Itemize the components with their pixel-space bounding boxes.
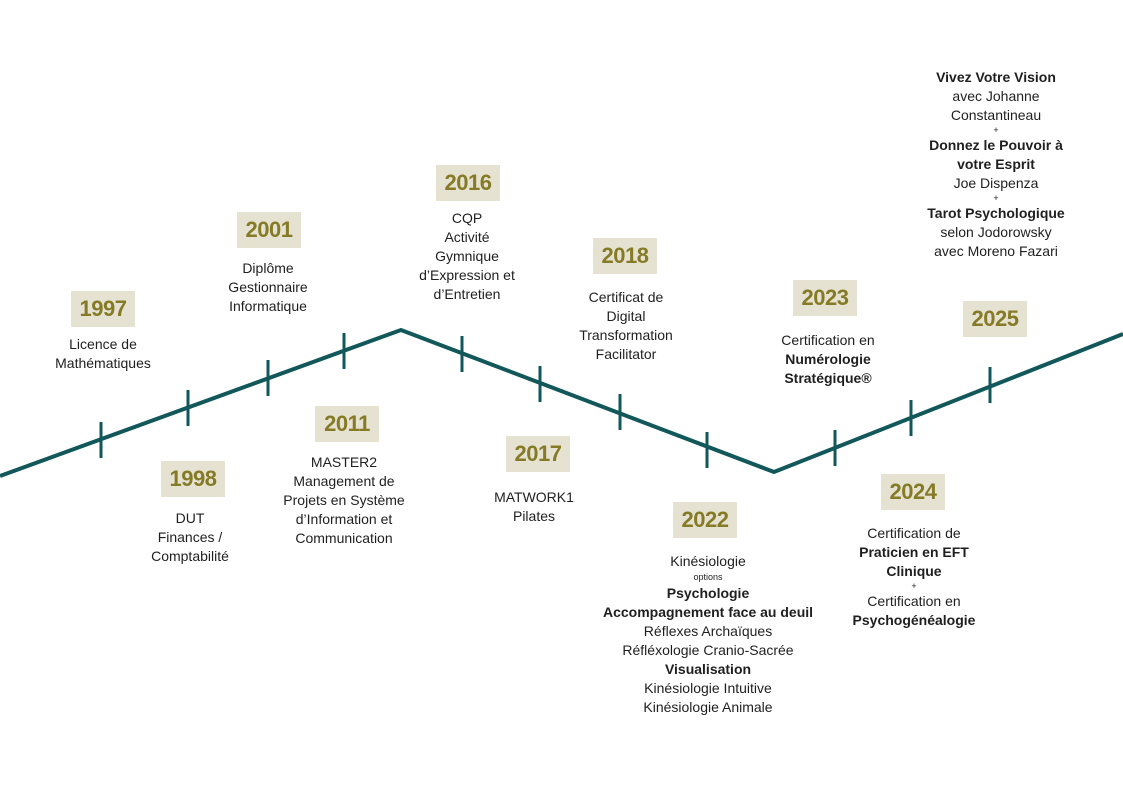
- description-line: d’Expression et: [419, 267, 515, 283]
- description-line: Management de: [293, 473, 395, 489]
- description-line: +: [911, 581, 917, 591]
- year-badge-1997: 1997: [71, 291, 135, 327]
- description-line: Accompagnement face au deuil: [602, 604, 814, 620]
- milestone-description-2024: Certification de Praticien en EFT Clinique…: [853, 524, 976, 630]
- description-line: Joe Dispenza: [953, 175, 1039, 191]
- description-line: Tarot Psychologique: [927, 205, 1065, 221]
- description-line: Gestionnaire: [228, 279, 308, 295]
- description-line: votre Esprit: [957, 156, 1035, 172]
- year-badge-2018: 2018: [593, 238, 657, 274]
- description-line: avec Moreno Fazari: [934, 243, 1058, 259]
- milestone-description-2016: CQP Activité Gymnique d’Expression et d’Entr…: [419, 209, 515, 304]
- milestone-description-1997: Licence de Mathématiques: [55, 335, 151, 373]
- description-line: Psychogénéalogie: [852, 612, 976, 628]
- description-line: Certificat de: [588, 289, 664, 305]
- description-line: Diplôme: [242, 260, 294, 276]
- description-line: options: [693, 572, 723, 582]
- year-badge-2017: 2017: [506, 436, 570, 472]
- description-line: Finances /: [157, 529, 223, 545]
- description-line: Clinique: [886, 563, 942, 579]
- description-line: avec Johanne: [952, 88, 1040, 104]
- description-line: Donnez le Pouvoir à: [929, 137, 1063, 153]
- year-badge-2001: 2001: [237, 212, 301, 248]
- description-line: Stratégique®: [784, 370, 872, 386]
- timeline-ticks: [99, 333, 992, 468]
- description-line: Constantineau: [950, 107, 1042, 123]
- description-line: CQP: [451, 210, 483, 226]
- description-line: d’Entretien: [433, 286, 501, 302]
- description-line: Communication: [295, 530, 393, 546]
- milestone-description-1998: DUT Finances / Comptabilité: [151, 509, 229, 566]
- year-badge-2023: 2023: [793, 280, 857, 316]
- year-badge-2022: 2022: [673, 502, 737, 538]
- description-line: Visualisation: [664, 661, 752, 677]
- description-line: Certification de: [867, 525, 961, 541]
- timeline-line: [0, 327, 1123, 478]
- description-line: Vivez Votre Vision: [936, 69, 1056, 85]
- description-line: Kinésiologie Animale: [643, 699, 773, 715]
- description-line: Gymnique: [435, 248, 499, 264]
- description-line: MATWORK1: [494, 489, 574, 505]
- description-line: Licence de: [69, 336, 137, 352]
- description-line: +: [993, 125, 999, 135]
- description-line: +: [993, 193, 999, 203]
- description-line: Comptabilité: [151, 548, 229, 564]
- description-line: Pilates: [512, 508, 556, 524]
- description-line: Certification en: [781, 332, 875, 348]
- year-badge-2024: 2024: [881, 474, 945, 510]
- year-badge-2025: 2025: [963, 301, 1027, 337]
- description-line: Transformation: [579, 327, 673, 343]
- milestone-description-2018: Certificat de Digital Transformation Facili…: [579, 288, 673, 364]
- year-badge-2011: 2011: [315, 406, 379, 442]
- description-line: Kinésiologie Intuitive: [644, 680, 772, 696]
- description-line: Réfléxologie Cranio-Sacrée: [622, 642, 794, 658]
- milestone-description-2011: MASTER2 Management de Projets en Système d’…: [283, 453, 404, 548]
- milestone-description-2001: Diplôme Gestionnaire Informatique: [228, 259, 307, 316]
- description-line: Psychologie: [666, 585, 750, 601]
- description-line: selon Jodorowsky: [940, 224, 1052, 240]
- milestone-description-2022: Kinésiologie options Psychologie Accompagne…: [603, 552, 813, 717]
- description-line: Praticien en EFT: [859, 544, 969, 560]
- description-line: Informatique: [229, 298, 307, 314]
- milestone-description-2023: Certification en Numérologie Stratégique®: [781, 331, 874, 388]
- description-line: DUT: [175, 510, 205, 526]
- description-line: Kinésiologie: [670, 553, 746, 569]
- description-line: Réflexes Archaïques: [643, 623, 773, 639]
- description-line: Digital: [606, 308, 646, 324]
- description-line: d’Information et: [295, 511, 393, 527]
- milestone-description-2017: MATWORK1 Pilates: [494, 488, 574, 526]
- description-line: Activité: [444, 229, 490, 245]
- milestone-description-2025: Vivez Votre Vision avec Johanne Constantin…: [927, 68, 1064, 261]
- description-line: Certification en: [867, 593, 961, 609]
- description-line: Projets en Système: [283, 492, 405, 508]
- year-badge-1998: 1998: [161, 461, 225, 497]
- description-line: Mathématiques: [55, 355, 151, 371]
- year-badge-2016: 2016: [436, 165, 500, 201]
- description-line: Numérologie: [785, 351, 871, 367]
- description-line: MASTER2: [310, 454, 378, 470]
- description-line: Facilitator: [595, 346, 657, 362]
